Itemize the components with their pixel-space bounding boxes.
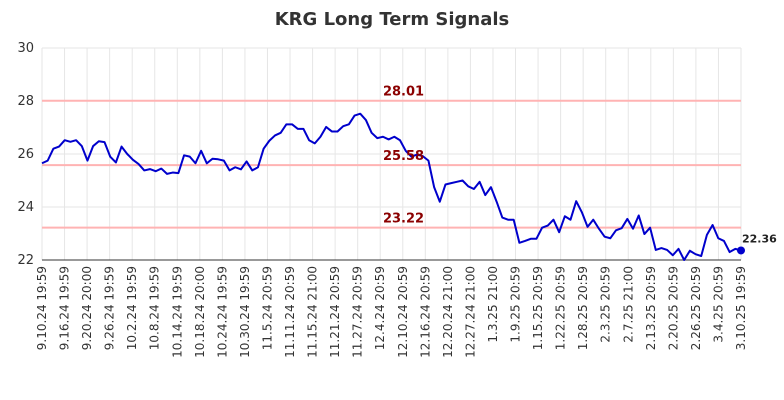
- reference-line-label: 25.58: [383, 149, 424, 164]
- y-tick-label: 30: [17, 41, 34, 56]
- x-tick-label: 11.21.24 20:59: [328, 266, 342, 358]
- x-tick-label: 10.2.24 19:59: [125, 266, 139, 350]
- x-tick-label: 11.11.24 20:59: [283, 266, 297, 358]
- series-line: [41, 112, 742, 261]
- y-tick-label: 28: [17, 94, 34, 109]
- y-tick-label: 22: [17, 253, 34, 268]
- y-tick-label: 26: [17, 147, 34, 162]
- x-tick-label: 1.3.25 21:00: [486, 266, 500, 343]
- x-tick-label: 10.8.24 19:59: [148, 266, 162, 350]
- axes: 22 24 26 28 30 9.10.24 19:59 9.16.24 19:59 9.20…: [17, 41, 748, 358]
- x-tick-label: 11.27.24 20:59: [351, 266, 365, 358]
- x-tick-label: 2.20.25 20:59: [666, 266, 680, 350]
- x-tick-label: 9.16.24 19:59: [58, 266, 72, 350]
- x-tick-label: 12.16.24 20:59: [418, 266, 432, 358]
- x-tick-label: 10.18.24 20:00: [193, 266, 207, 358]
- x-tick-label: 9.20.24 20:00: [80, 266, 94, 350]
- chart-title: KRG Long Term Signals: [275, 9, 510, 30]
- series-kRG: [41, 112, 745, 261]
- annotations: 28.01 25.58 23.22 22.36: [383, 85, 777, 246]
- x-tick-label: 3.10.25 19:59: [734, 266, 748, 350]
- x-tick-label: 2.3.25 20:59: [599, 266, 613, 343]
- x-tick-label: 12.4.24 20:59: [373, 266, 387, 350]
- last-value-label: 22.36: [742, 232, 777, 245]
- x-tick-label: 2.26.25 20:59: [689, 266, 703, 350]
- x-tick-label: 10.30.24 19:59: [238, 266, 252, 358]
- x-tick-label: 1.15.25 20:59: [531, 266, 545, 350]
- x-tick-label: 1.28.25 20:59: [576, 266, 590, 350]
- y-tick-label: 24: [17, 200, 34, 215]
- x-tick-label: 10.24.24 19:59: [215, 266, 229, 358]
- x-tick-label: 1.9.25 20:59: [509, 266, 523, 343]
- x-tick-label: 3.4.25 20:59: [711, 266, 725, 343]
- x-tick-label: 11.5.24 20:59: [260, 266, 274, 350]
- x-tick-label: 9.10.24 19:59: [35, 266, 49, 350]
- x-tick-label: 12.20.24 21:00: [441, 266, 455, 358]
- x-tick-label: 10.14.24 19:59: [170, 266, 184, 358]
- last-point-marker: [737, 246, 745, 255]
- reference-line-label: 28.01: [383, 85, 424, 100]
- x-tick-label: 11.15.24 21:00: [306, 266, 320, 358]
- x-tick-label: 2.13.25 20:59: [644, 266, 658, 350]
- x-tick-label: 1.22.25 20:59: [554, 266, 568, 350]
- x-tick-label: 9.26.24 19:59: [103, 266, 117, 350]
- reference-lines: [42, 99, 741, 229]
- x-tick-label: 12.10.24 20:59: [396, 266, 410, 358]
- x-tick-label: 2.7.25 21:00: [621, 266, 635, 343]
- x-tick-label: 12.27.24 21:00: [463, 266, 477, 358]
- reference-line-label: 23.22: [383, 212, 424, 227]
